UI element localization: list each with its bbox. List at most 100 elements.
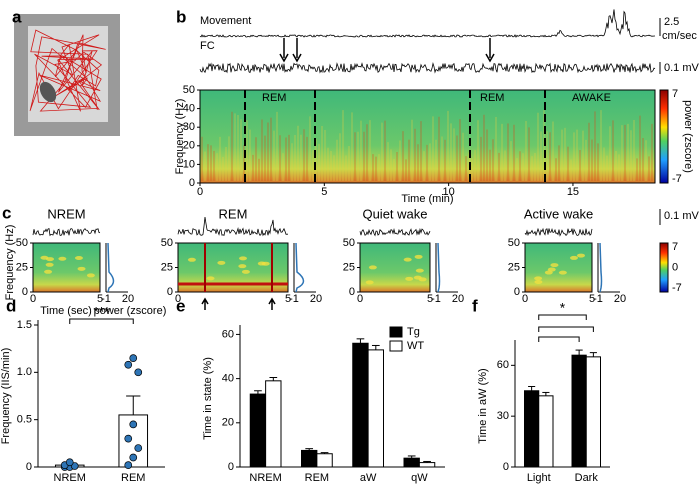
y-tick-label: 0	[167, 286, 173, 298]
spectro-blob	[415, 268, 424, 273]
y-axis-label: Frequency (Hz)	[174, 99, 186, 175]
y-axis-label: Time in state (%)	[202, 357, 214, 440]
panel-label: a	[12, 7, 22, 26]
y-tick-label: 60	[222, 328, 234, 340]
state-title: Active wake	[524, 206, 593, 221]
bar	[301, 449, 318, 468]
movement-trace	[199, 9, 656, 38]
y-tick-label: 30	[183, 121, 195, 133]
fc-trace	[359, 227, 431, 237]
y-tick-label: 25	[161, 261, 173, 273]
arena-floor	[28, 26, 108, 122]
power-tick: 20	[452, 293, 464, 305]
spectro-blob	[58, 256, 67, 261]
bar	[352, 342, 369, 468]
power-curve	[599, 242, 603, 293]
x-tick-label: 0	[357, 293, 363, 305]
colorbar-tick: -7	[672, 282, 682, 294]
data-point	[134, 444, 143, 452]
x-tick-label: NREM	[249, 472, 281, 484]
movement-unit: cm/sec	[662, 30, 697, 42]
legend-label: WT	[407, 340, 424, 352]
power-tick: -1	[289, 293, 299, 305]
x-tick-label: 5	[285, 293, 291, 305]
data-point	[124, 434, 133, 443]
x-tick-label: 5	[321, 186, 327, 198]
arrow-head	[279, 53, 289, 63]
y-tick-label: 0	[189, 177, 195, 189]
y-tick-label: 60	[497, 359, 509, 371]
data-point	[124, 360, 133, 369]
y-axis-label: Time in aW (%)	[477, 368, 489, 443]
fc-scale: 0.1 mV	[664, 62, 700, 74]
y-tick-label: 25	[343, 261, 355, 273]
x-tick-label: 10	[443, 186, 455, 198]
legend-label: Tg	[407, 326, 420, 338]
power-curve	[295, 242, 305, 293]
spectro-blob	[44, 269, 53, 274]
x-axis-label: Time (min)	[401, 193, 453, 205]
colorbar-tick: 7	[672, 241, 678, 253]
x-tick-label: 5	[427, 293, 433, 305]
x-tick-label: 5	[589, 293, 595, 305]
power-tick: -1	[431, 293, 441, 305]
annotation: *	[560, 300, 566, 316]
bar	[585, 356, 601, 468]
significance-bracket	[538, 314, 587, 320]
data-point	[129, 420, 138, 429]
power-tick: 20	[614, 293, 626, 305]
bar	[316, 453, 333, 468]
y-tick-label: 50	[16, 237, 28, 249]
x-tick-label: 0	[522, 293, 528, 305]
y-tick-label: 1.0	[17, 366, 32, 378]
data-point	[124, 461, 133, 469]
y-tick-label: 50	[161, 237, 173, 249]
arrow-head	[292, 53, 302, 63]
y-tick-label: 1.5	[17, 319, 32, 331]
x-tick-label: REM	[305, 472, 329, 484]
panel-label: d	[6, 296, 16, 315]
spectro-blob	[238, 264, 247, 269]
bar	[418, 462, 436, 468]
spectrogram	[524, 242, 593, 293]
data-point	[129, 453, 138, 462]
state-title: REM	[219, 206, 248, 221]
x-tick-label: 0	[175, 293, 181, 305]
spectro-blob	[414, 254, 423, 259]
y-tick-label: 25	[508, 261, 520, 273]
y-tick-label: 40	[222, 373, 234, 385]
colorbar-tick: 0	[672, 261, 678, 273]
spectro-blob	[403, 257, 412, 262]
y-tick-label: 0	[228, 461, 234, 473]
y-tick-label: 50	[508, 237, 520, 249]
spectro-blob	[86, 273, 95, 278]
y-tick-label: 20	[183, 140, 195, 152]
x-tick-label: 15	[567, 186, 579, 198]
spectro-blob	[413, 275, 422, 280]
bar	[249, 393, 267, 468]
colorbar-label: power (zscore)	[682, 100, 694, 173]
colorbar-tick: 7	[672, 88, 678, 100]
y-tick-label: 50	[183, 84, 195, 96]
spectro-blob	[569, 255, 578, 260]
bar	[403, 457, 420, 468]
x-tick-label: 0	[197, 186, 203, 198]
y-tick-label: 10	[183, 158, 195, 170]
legend-swatch	[389, 326, 403, 338]
colorbar-tick: -7	[672, 173, 682, 185]
spectro-blob	[241, 269, 250, 274]
significance-bracket	[69, 318, 134, 324]
significance-bracket	[538, 336, 580, 342]
power-curve	[107, 242, 115, 293]
spectro-blob	[217, 260, 226, 265]
arrow	[268, 297, 276, 310]
fc-trace	[524, 227, 593, 237]
scale-label: 0.1 mV	[664, 210, 700, 222]
annotation: ***	[93, 304, 110, 320]
y-tick-label: 30	[497, 410, 509, 422]
colorbar	[659, 89, 669, 184]
y-tick-label: 0	[503, 461, 509, 473]
panel-label: c	[2, 203, 11, 222]
power-tick: 20	[310, 293, 322, 305]
x-tick-label: NREM	[54, 472, 86, 484]
